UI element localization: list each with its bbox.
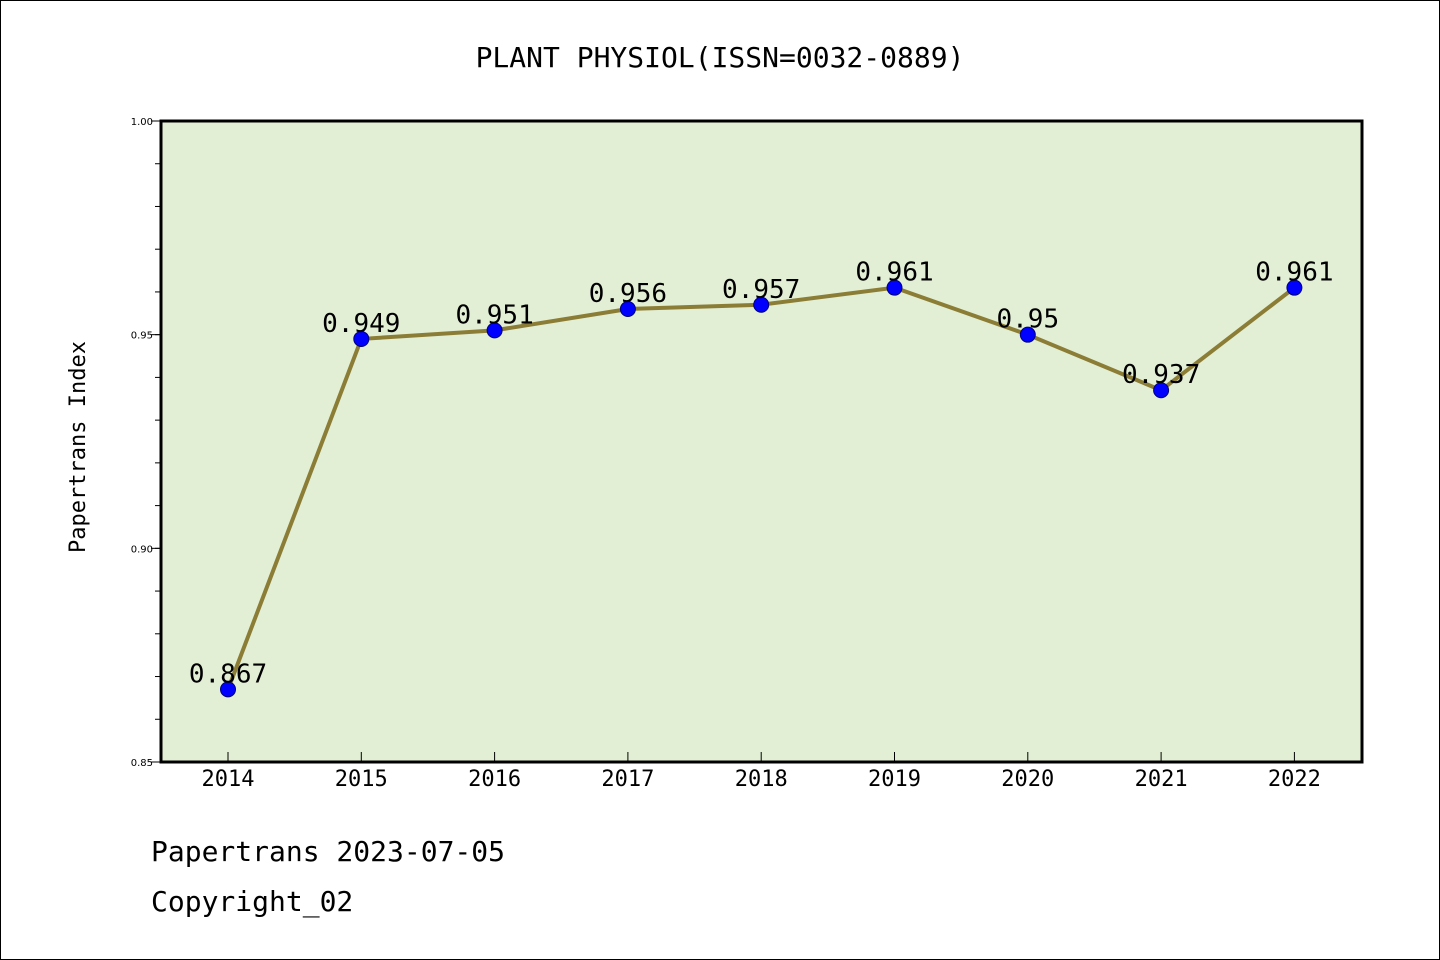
y-axis-label: Papertrans Index xyxy=(66,341,91,553)
data-point xyxy=(353,330,370,347)
x-tick-label: 2019 xyxy=(868,767,921,792)
x-tick-label: 2020 xyxy=(1001,767,1054,792)
data-label: 0.949 xyxy=(322,309,400,339)
data-label: 0.937 xyxy=(1122,360,1200,390)
data-label: 0.956 xyxy=(589,279,667,309)
data-point xyxy=(220,681,236,698)
y-axis-ticks: 0.85 0.90 0.95 1.00 xyxy=(131,117,161,769)
data-point xyxy=(619,301,636,318)
chart-title: PLANT PHYSIOL(ISSN=0032-0889) xyxy=(476,41,965,74)
footer-copyright: Copyright_02 xyxy=(151,885,354,918)
data-point xyxy=(486,322,503,339)
y-tick-label: 1.00 xyxy=(131,117,153,128)
data-label: 0.961 xyxy=(1255,258,1333,288)
y-tick-label: 0.85 xyxy=(131,758,153,769)
data-label: 0.951 xyxy=(455,300,533,330)
x-tick-label: 2015 xyxy=(335,767,388,792)
data-point xyxy=(753,296,770,313)
x-tick-label: 2014 xyxy=(202,767,255,792)
x-tick-label: 2018 xyxy=(735,767,788,792)
data-point xyxy=(1019,326,1036,343)
x-tick-label: 2017 xyxy=(601,767,654,792)
data-label: 0.961 xyxy=(855,258,933,288)
data-point xyxy=(886,279,903,296)
x-tick-label: 2016 xyxy=(468,767,521,792)
footer-date: Papertrans 2023-07-05 xyxy=(151,835,506,868)
data-label: 0.867 xyxy=(189,659,267,689)
data-markers xyxy=(220,279,1303,698)
data-label: 0.957 xyxy=(722,275,800,305)
x-axis-ticks: 2014 2015 2016 2017 2018 2019 2020 2021 2022 xyxy=(202,752,1321,792)
plot-border xyxy=(159,119,1364,764)
plot-area xyxy=(161,121,1362,762)
data-labels: 0.867 0.949 0.951 0.956 0.957 0.961 0.95 0.937 0… xyxy=(189,258,1334,690)
x-tick-label: 2022 xyxy=(1268,767,1321,792)
y-tick-label: 0.90 xyxy=(131,544,153,555)
data-label: 0.95 xyxy=(996,305,1059,335)
x-tick-label: 2021 xyxy=(1135,767,1188,792)
data-point xyxy=(1153,382,1170,399)
data-point xyxy=(1286,279,1303,296)
y-tick-label: 0.95 xyxy=(131,331,153,342)
